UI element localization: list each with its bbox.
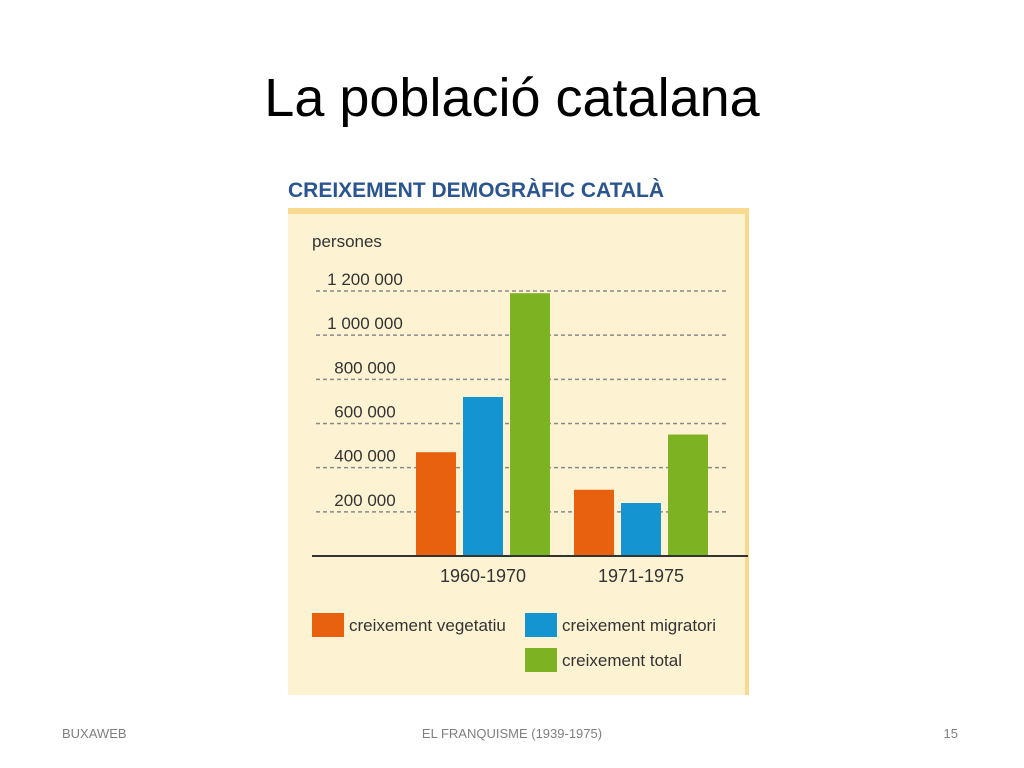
chart-panel-top-border (288, 208, 748, 214)
bar-total-1971-1975 (668, 434, 708, 556)
y-tick-label: 600 000 (334, 403, 395, 422)
footer-center: EL FRANQUISME (1939-1975) (421, 726, 603, 741)
bar-chart: CREIXEMENT DEMOGRÀFIC CATALÀ persones 20… (288, 179, 749, 695)
y-tick-label: 400 000 (334, 447, 395, 466)
legend-swatch-total (525, 648, 557, 672)
x-tick-label: 1960-1970 (440, 566, 526, 586)
y-tick-label: 1 000 000 (327, 314, 403, 333)
bar-vegetatiu-1971-1975 (574, 489, 614, 556)
y-tick-label: 200 000 (334, 491, 395, 510)
x-tick-label: 1971-1975 (598, 566, 684, 586)
y-tick-label: 1 200 000 (327, 270, 403, 289)
chart-panel-right-border (745, 208, 749, 695)
legend-label-migratori: creixement migratori (562, 616, 716, 635)
y-tick-label: 800 000 (334, 358, 395, 377)
legend-label-vegetatiu: creixement vegetatiu (349, 616, 506, 635)
legend-swatch-migratori (525, 613, 557, 637)
bar-total-1960-1970 (510, 293, 550, 556)
chart-title: CREIXEMENT DEMOGRÀFIC CATALÀ (288, 179, 664, 202)
slide-number: 15 (943, 726, 958, 741)
y-axis-label: persones (312, 232, 382, 251)
bar-migratori-1960-1970 (463, 397, 503, 556)
footer-left: BUXAWEB (62, 726, 127, 741)
bar-migratori-1971-1975 (621, 503, 661, 556)
slide-title: La població catalana (264, 68, 760, 128)
bar-vegetatiu-1960-1970 (416, 452, 456, 556)
legend-swatch-vegetatiu (312, 613, 344, 637)
legend-label-total: creixement total (562, 651, 682, 670)
